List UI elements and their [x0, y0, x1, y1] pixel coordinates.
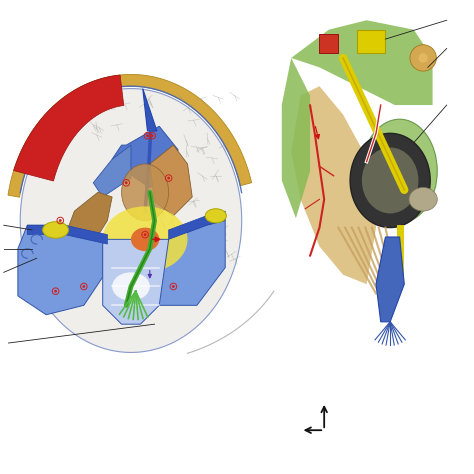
Polygon shape	[282, 58, 310, 218]
Circle shape	[54, 290, 57, 292]
Circle shape	[125, 182, 128, 184]
Polygon shape	[8, 74, 252, 197]
Polygon shape	[291, 86, 376, 284]
Circle shape	[419, 53, 428, 63]
Polygon shape	[357, 30, 385, 53]
Circle shape	[144, 233, 146, 236]
Polygon shape	[131, 220, 225, 305]
Circle shape	[410, 45, 437, 71]
Polygon shape	[376, 237, 404, 322]
Ellipse shape	[43, 222, 69, 238]
Polygon shape	[150, 145, 192, 216]
Ellipse shape	[112, 273, 150, 301]
Polygon shape	[20, 89, 242, 353]
Ellipse shape	[121, 164, 169, 220]
Ellipse shape	[103, 206, 188, 273]
Polygon shape	[93, 145, 131, 197]
Circle shape	[167, 177, 170, 180]
Polygon shape	[169, 211, 225, 239]
Circle shape	[59, 219, 62, 222]
Ellipse shape	[350, 133, 430, 228]
Circle shape	[82, 285, 85, 288]
Circle shape	[146, 134, 149, 137]
Polygon shape	[27, 225, 108, 244]
Ellipse shape	[362, 147, 419, 213]
Polygon shape	[18, 225, 103, 315]
Polygon shape	[112, 126, 178, 188]
Ellipse shape	[131, 228, 159, 251]
Polygon shape	[291, 20, 433, 105]
Polygon shape	[103, 239, 169, 324]
Polygon shape	[319, 35, 338, 53]
Ellipse shape	[409, 188, 438, 211]
Ellipse shape	[205, 209, 227, 223]
Polygon shape	[143, 89, 157, 131]
Circle shape	[151, 134, 154, 137]
Circle shape	[172, 285, 175, 288]
Polygon shape	[60, 192, 112, 258]
Polygon shape	[14, 75, 124, 181]
Ellipse shape	[362, 119, 438, 223]
